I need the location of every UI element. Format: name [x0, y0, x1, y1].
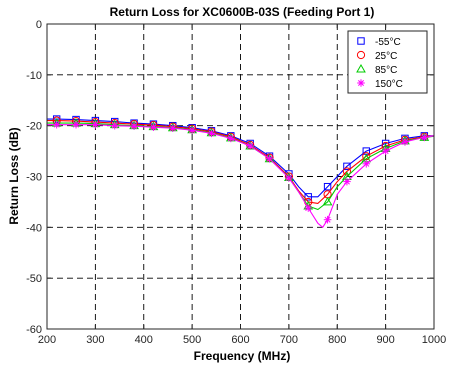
data-point	[304, 193, 312, 201]
data-point	[52, 120, 61, 129]
star-marker-stroke	[357, 79, 365, 87]
data-point	[130, 122, 138, 130]
data-point	[227, 134, 235, 143]
star-marker-stroke	[247, 142, 254, 150]
legend-marker	[357, 79, 365, 87]
star-marker-stroke	[111, 122, 118, 129]
data-point	[362, 152, 371, 161]
star-marker-stroke	[401, 138, 408, 145]
star-marker-stroke	[343, 178, 350, 185]
star-marker-stroke	[227, 135, 234, 142]
data-point	[207, 129, 216, 138]
star-marker-stroke	[421, 134, 428, 141]
star-marker-stroke	[305, 205, 312, 212]
star-marker-stroke	[324, 216, 331, 223]
star-marker-stroke	[266, 155, 273, 162]
x-tick-label: 300	[86, 334, 104, 346]
data-point	[343, 177, 351, 186]
x-axis-title: Frequency (MHz)	[194, 349, 291, 363]
y-tick-label: -40	[26, 222, 42, 234]
y-tick-label: -20	[26, 121, 42, 133]
legend-item: 150°C	[357, 79, 403, 90]
data-point	[285, 174, 293, 182]
data-point	[246, 142, 254, 150]
data-point	[401, 138, 409, 146]
x-tick-label: 600	[231, 334, 249, 346]
y-tick-label: -50	[26, 273, 42, 285]
star-marker-stroke	[382, 148, 389, 155]
data-point	[72, 120, 80, 129]
axes-box	[46, 23, 435, 330]
data-point	[188, 126, 196, 135]
x-tick-label: 1000	[422, 334, 446, 346]
series-4	[47, 120, 435, 228]
data-point	[322, 196, 333, 206]
legend-marker	[356, 63, 366, 73]
star-marker-stroke	[53, 121, 60, 128]
star-marker-stroke	[189, 127, 196, 134]
x-tick-label: 700	[280, 334, 298, 346]
data-point	[110, 121, 119, 130]
data-point	[323, 182, 332, 191]
legend-label: -55°C	[375, 37, 401, 48]
legend-item: 85°C	[356, 63, 397, 76]
star-marker-stroke	[150, 124, 157, 131]
legend-item: 25°C	[356, 50, 397, 62]
y-tick-label: -60	[26, 324, 42, 336]
legend-label: 25°C	[375, 51, 397, 62]
data-point	[381, 147, 390, 155]
legend-item: -55°C	[357, 37, 401, 48]
data-point	[362, 159, 371, 168]
x-tick-label: 500	[183, 334, 201, 346]
data-point	[168, 124, 177, 133]
y-tick-label: 0	[36, 19, 42, 31]
y-tick-label: -10	[26, 70, 42, 82]
star-marker-stroke	[363, 160, 370, 167]
legend-marker	[356, 50, 366, 60]
x-tick-label: 800	[328, 334, 346, 346]
data-point	[323, 215, 332, 224]
chart-title: Return Loss for XC0600B-03S (Feeding Por…	[110, 5, 375, 19]
legend-label: 150°C	[375, 79, 403, 90]
data-point	[265, 154, 274, 163]
plot-area: 200 300 400 500 600 700 800 900 1000 0 -10 -20 -30 -4…	[26, 19, 446, 346]
legend-marker	[357, 37, 365, 45]
y-tick-label: -30	[26, 172, 42, 184]
legend: -55°C 25°C 85°C 150°C	[347, 30, 428, 94]
x-tick-label: 900	[376, 334, 394, 346]
data-point	[342, 167, 352, 176]
data-point	[91, 120, 100, 129]
star-marker-stroke	[169, 125, 176, 132]
star-marker-stroke	[285, 175, 292, 182]
data-point	[420, 133, 429, 142]
star-marker-stroke	[208, 130, 215, 137]
x-tick-label: 200	[38, 334, 56, 346]
data-point	[343, 162, 351, 171]
data-point	[304, 204, 313, 212]
star-marker-stroke	[131, 123, 138, 130]
x-tick-label: 400	[135, 334, 153, 346]
legend-label: 85°C	[375, 65, 397, 76]
star-marker-stroke	[73, 121, 80, 128]
data-point	[149, 123, 158, 131]
star-marker-stroke	[92, 121, 99, 128]
y-axis-title: Return Loss (dB)	[7, 127, 21, 224]
